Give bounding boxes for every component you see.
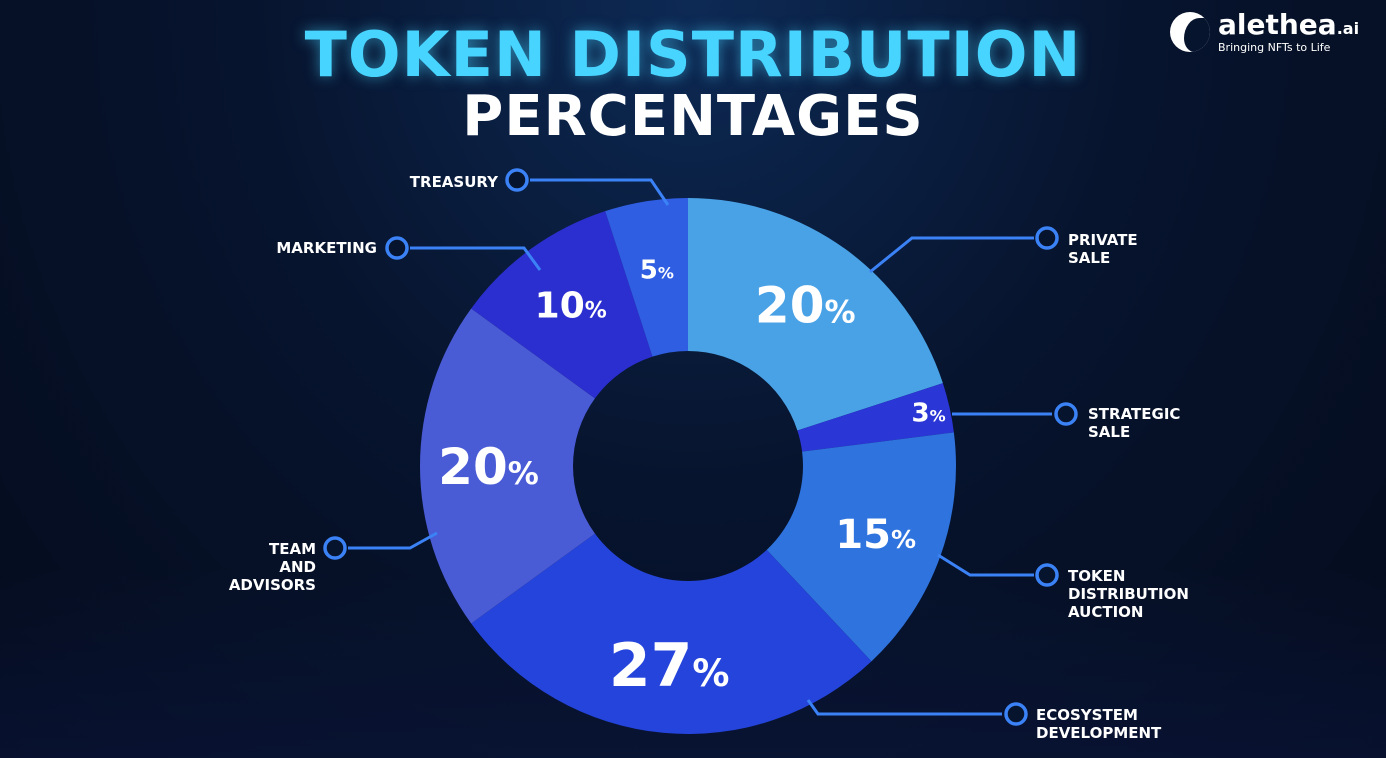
slice-category-label: ECOSYSTEM DEVELOPMENT: [1036, 706, 1162, 742]
slice-category-label: TREASURY: [410, 173, 499, 191]
leader-dot-icon: [1035, 226, 1059, 250]
slice-value-label: 20%: [755, 277, 856, 335]
alethea-logo[interactable]: alethea.ai Bringing NFTs to Life: [1170, 8, 1370, 58]
donut-slice: [766, 432, 956, 662]
donut-slice: [605, 198, 688, 357]
logo-name-suffix: .ai: [1336, 19, 1360, 38]
donut-slice: [797, 383, 954, 452]
leader-dot-icon: [323, 536, 347, 560]
leader-line: [937, 553, 1034, 577]
leader-line: [348, 531, 438, 550]
slice-category-label: TOKEN DISTRIBUTION AUCTION: [1068, 567, 1189, 621]
alethea-head-icon: [1170, 12, 1210, 52]
slice-value-label: 27%: [609, 631, 730, 701]
slice-value-label: 5%: [640, 255, 674, 285]
leader-dot-icon: [1004, 702, 1028, 726]
slice-value-label: 20%: [438, 438, 539, 496]
leader-line: [410, 246, 542, 271]
leader-dot-icon: [385, 236, 409, 260]
leader-line: [806, 699, 1002, 716]
logo-name-main: alethea: [1218, 8, 1337, 41]
leader-dot-icon: [505, 168, 529, 192]
slice-value-label: 10%: [535, 286, 607, 327]
slice-category-label: TEAM AND ADVISORS: [229, 540, 316, 594]
slice-category-label: PRIVATE SALE: [1068, 231, 1138, 267]
slice-value-label: 3%: [912, 399, 946, 429]
leader-dot-icon: [1054, 402, 1078, 426]
chart-title-line1: TOKEN DISTRIBUTION: [304, 18, 1082, 91]
slice-category-label: STRATEGIC SALE: [1088, 405, 1180, 441]
donut-slice: [688, 198, 943, 431]
slice-category-label: MARKETING: [276, 239, 377, 257]
chart-title-line2: PERCENTAGES: [462, 84, 924, 149]
slice-value-label: 15%: [835, 512, 916, 558]
donut-slice: [471, 533, 872, 734]
leader-line: [869, 236, 1034, 274]
donut-slice: [420, 308, 595, 624]
leader-line: [530, 178, 670, 206]
donut-slice: [471, 211, 653, 399]
leader-dot-icon: [1035, 563, 1059, 587]
logo-tagline: Bringing NFTs to Life: [1218, 41, 1331, 54]
logo-name: alethea.ai: [1218, 8, 1359, 41]
